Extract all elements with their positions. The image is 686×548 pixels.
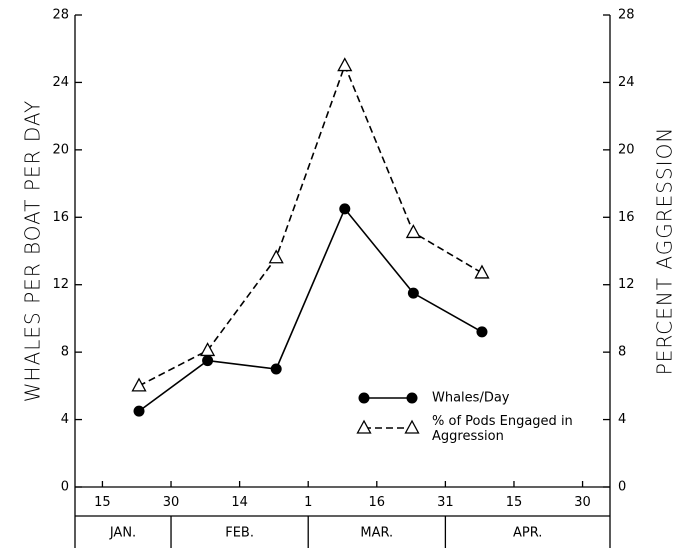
x-tick-label: 1	[304, 495, 312, 510]
legend-label: % of Pods Engaged in Aggression	[432, 414, 573, 444]
legend-marker	[404, 419, 420, 434]
y-tick-label: 20	[52, 142, 69, 157]
y2-tick-label: 16	[618, 210, 635, 225]
y2-tick-label: 28	[618, 8, 635, 23]
legend-marker	[406, 392, 418, 404]
y-tick-label: 24	[52, 75, 69, 90]
data-point	[474, 264, 490, 279]
data-point	[268, 249, 284, 264]
legend-label: Whales/Day	[432, 391, 510, 406]
data-point	[337, 57, 353, 72]
data-point	[131, 377, 147, 392]
y2-tick-label: 12	[618, 277, 635, 292]
x-tick-label: 30	[163, 495, 180, 510]
series-line	[138, 207, 483, 412]
x-tick-label: 30	[574, 495, 591, 510]
legend-marker	[356, 419, 372, 434]
y-tick-label: 16	[52, 210, 69, 225]
y2-tick-label: 20	[618, 142, 635, 157]
y-tick-label: 4	[61, 412, 69, 427]
series-line	[138, 63, 483, 387]
data-point	[407, 287, 419, 299]
data-point	[202, 355, 214, 367]
month-label: JAN.	[109, 526, 136, 541]
data-point	[133, 405, 145, 417]
y-tick-label: 8	[61, 345, 69, 360]
data-point	[405, 224, 421, 239]
y-tick-label: 0	[61, 480, 69, 495]
data-point	[270, 363, 282, 375]
x-tick-label: 15	[506, 495, 523, 510]
month-label: APR.	[513, 526, 542, 541]
x-tick-label: 31	[437, 495, 454, 510]
y-axis-title: WHALES PER BOAT PER DAY	[21, 100, 45, 402]
legend-marker	[358, 392, 370, 404]
data-point	[476, 326, 488, 338]
y-tick-label: 12	[52, 277, 69, 292]
y2-axis-title: PERCENT AGGRESSION	[653, 127, 677, 376]
y2-tick-label: 4	[618, 412, 626, 427]
data-point	[200, 342, 216, 357]
data-point	[339, 203, 351, 215]
y-tick-label: 28	[52, 8, 69, 23]
y2-tick-label: 24	[618, 75, 635, 90]
x-tick-label: 16	[369, 495, 386, 510]
y2-tick-label: 0	[618, 480, 626, 495]
y2-tick-label: 8	[618, 345, 626, 360]
month-label: FEB.	[225, 526, 254, 541]
x-tick-label: 15	[94, 495, 111, 510]
x-tick-label: 14	[231, 495, 248, 510]
month-label: MAR.	[360, 526, 393, 541]
